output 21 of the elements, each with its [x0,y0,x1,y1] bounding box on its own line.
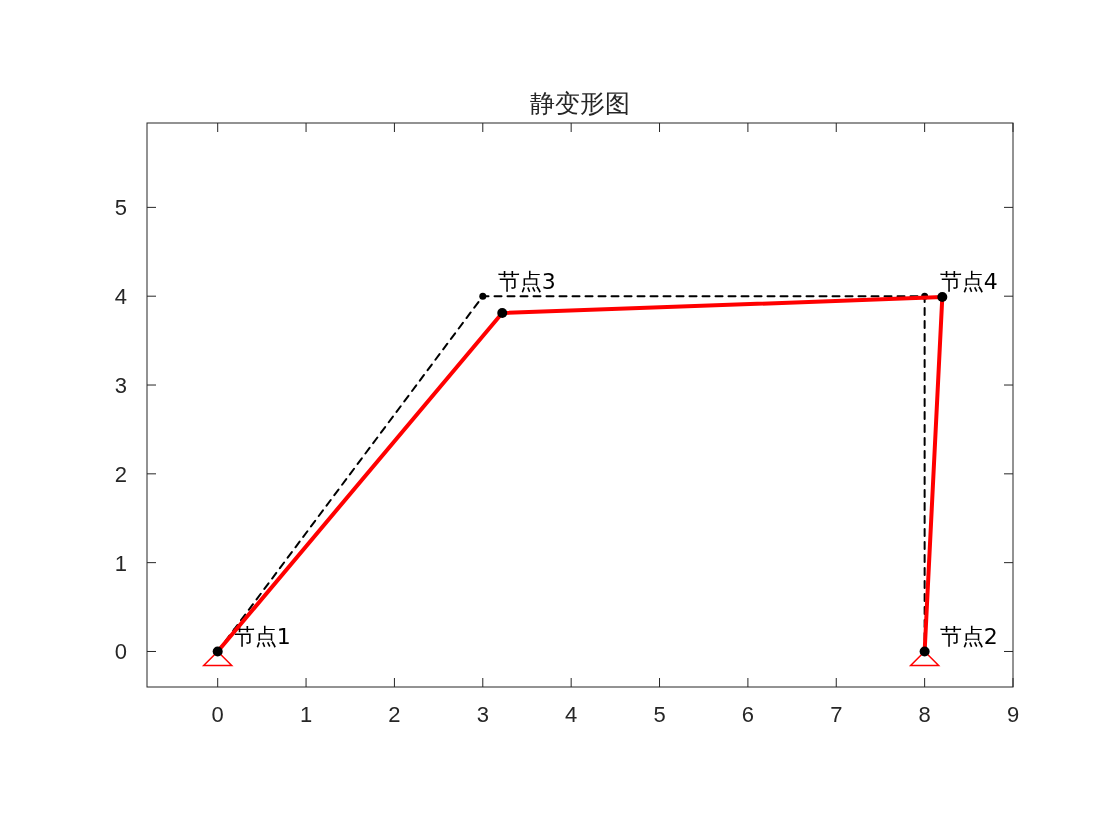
x-tick-label: 5 [653,702,666,727]
y-tick-label: 4 [114,284,127,310]
x-tick-label: 9 [1006,702,1020,727]
x-tick-label: 2 [388,702,401,727]
y-tick-label: 0 [114,639,127,665]
annotation: 节点3 [497,269,556,295]
x-tick-label: 4 [565,702,578,727]
x-tick-label: 0 [211,702,224,727]
x-tick-label: 3 [476,702,489,727]
annotation: 节点4 [939,269,998,295]
point [479,292,487,300]
y-tick-label: 1 [114,550,127,576]
y-tick-label: 5 [114,195,127,221]
annotation: 节点2 [939,624,998,650]
chart-title: 静变形图 [530,89,630,118]
x-tick-label: 6 [741,702,755,727]
x-tick-label: 7 [830,702,843,727]
y-tick-label: 2 [114,461,127,487]
y-tick-label: 3 [114,373,127,399]
x-tick-label: 1 [299,702,313,727]
x-tick-label: 8 [918,702,931,727]
